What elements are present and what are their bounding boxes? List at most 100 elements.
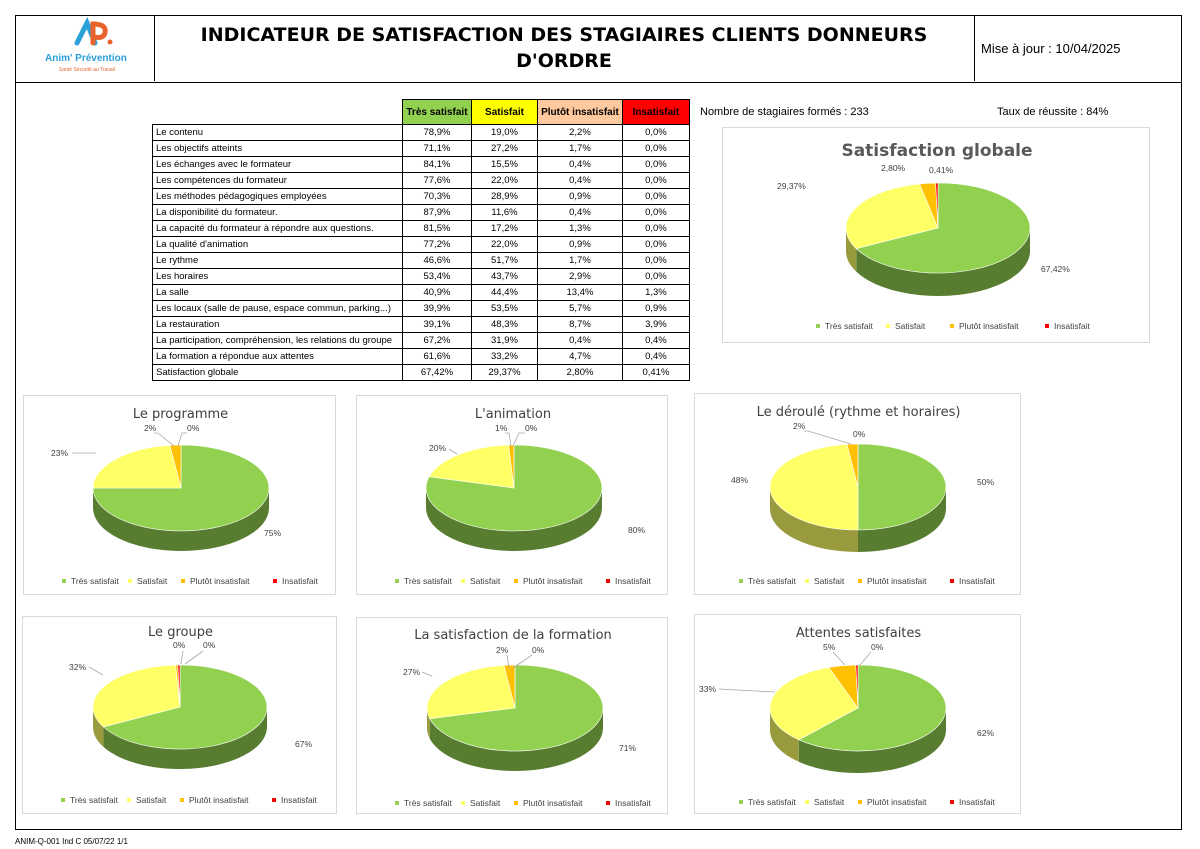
satisfaction-table: Très satisfait Satisfait Plutôt insatisfai… <box>151 99 691 381</box>
row-value: 0,0% <box>621 268 691 285</box>
data-label: 0% <box>173 640 186 650</box>
row-label: Les compétences du formateur <box>151 172 404 189</box>
data-label: 50% <box>977 477 994 487</box>
row-label: La formation a répondue aux attentes <box>151 348 404 365</box>
legend-item: Satisfait <box>895 321 926 331</box>
logo-text: Anim' Prévention <box>45 53 127 64</box>
pie-svg: Le programme 75% 23% 2% 0% Très satisfait Sati… <box>51 407 319 586</box>
legend-swatch <box>273 579 277 583</box>
data-label: 2% <box>144 423 157 433</box>
legend-swatch <box>950 800 954 804</box>
row-label: La disponibilité du formateur. <box>151 204 404 221</box>
footer-ref: ANIM-Q-001 Ind C 05/07/22 1/1 <box>15 837 128 846</box>
pie-slice-side <box>427 708 430 739</box>
table-header: Très satisfait <box>402 99 472 125</box>
pie-slice-side <box>103 707 267 769</box>
table-row: Le contenu 78,9% 19,0% 2,2% 0,0% <box>151 124 691 141</box>
legend-swatch <box>128 579 132 583</box>
row-value: 19,0% <box>470 124 539 141</box>
update-date: Mise à jour : 10/04/2025 <box>981 40 1121 56</box>
table-row: Les locaux (salle de pause, espace commu… <box>151 300 691 317</box>
table-header: Satisfait <box>470 99 539 125</box>
legend-swatch <box>858 800 862 804</box>
leader-line <box>512 432 525 447</box>
leader-line <box>859 651 872 666</box>
row-value: 71,1% <box>402 140 472 157</box>
pie-slice <box>169 444 182 489</box>
pie-slice-side <box>798 708 946 773</box>
row-value: 1,3% <box>621 284 691 301</box>
legend-item: Insatisfait <box>615 576 652 586</box>
row-value: 70,3% <box>402 188 472 205</box>
row-value: 33,2% <box>470 348 539 365</box>
pie-slice <box>845 183 939 249</box>
legend-item: Très satisfait <box>404 798 453 808</box>
pie-slice <box>846 443 859 488</box>
leader-line <box>421 671 433 677</box>
table-row: Les compétences du formateur 77,6% 22,0% 0,… <box>151 172 691 189</box>
legend-swatch <box>950 324 954 328</box>
row-value: 0,0% <box>621 220 691 237</box>
pie-svg: La satisfaction de la formation 71% 27% 2% 0… <box>395 628 652 808</box>
legend-item: Très satisfait <box>748 576 797 586</box>
data-label: 1% <box>495 423 508 433</box>
data-label: 0% <box>532 645 545 655</box>
data-label: 2% <box>496 645 509 655</box>
total-value: 29,37% <box>470 364 539 381</box>
row-value: 0,0% <box>621 140 691 157</box>
page-frame <box>15 15 1182 830</box>
pie-slice <box>429 664 604 752</box>
legend-item: Insatisfait <box>959 576 996 586</box>
row-value: 0,9% <box>621 300 691 317</box>
table-header: Insatisfait <box>621 99 691 125</box>
pie-slice <box>92 445 182 489</box>
row-label: La capacité du formateur à répondre aux … <box>151 220 404 237</box>
leader-line <box>512 654 533 669</box>
legend-item: Très satisfait <box>404 576 453 586</box>
row-value: 3,9% <box>621 316 691 333</box>
row-value: 0,4% <box>621 332 691 349</box>
chart-formation: La satisfaction de la formation 71% 27% 2% 0… <box>356 617 668 814</box>
data-label: 0% <box>203 640 216 650</box>
row-value: 0,4% <box>537 204 623 221</box>
data-label: 0% <box>525 423 538 433</box>
pie-slice <box>503 664 516 709</box>
legend-item: Plutôt insatisfait <box>867 576 927 586</box>
legend-item: Satisfait <box>470 576 501 586</box>
data-label: 29,37% <box>777 181 806 191</box>
table-row: La qualité d'animation 77,2% 22,0% 0,9% 0,0% <box>151 236 691 253</box>
total-value: 67,42% <box>402 364 472 381</box>
row-value: 67,2% <box>402 332 472 349</box>
data-label: 2,80% <box>881 163 906 173</box>
row-value: 51,7% <box>470 252 539 269</box>
data-label: 33% <box>699 684 716 694</box>
pie-slice <box>857 443 947 531</box>
row-value: 22,0% <box>470 172 539 189</box>
row-value: 2,2% <box>537 124 623 141</box>
data-label: 27% <box>403 667 420 677</box>
legend-item: Plutôt insatisfait <box>523 798 583 808</box>
table-row: La formation a répondue aux attentes 61,6… <box>151 348 691 365</box>
legend-swatch <box>514 801 518 805</box>
row-value: 77,2% <box>402 236 472 253</box>
legend-item: Satisfait <box>137 576 168 586</box>
pie-slice-side <box>770 708 799 762</box>
pie-slice <box>769 444 859 531</box>
row-value: 4,7% <box>537 348 623 365</box>
leader-line <box>184 650 204 665</box>
legend-swatch <box>180 798 184 802</box>
row-value: 81,5% <box>402 220 472 237</box>
legend-swatch <box>461 801 465 805</box>
data-label: 20% <box>429 443 446 453</box>
leader-line <box>506 654 510 669</box>
legend-item: Très satisfait <box>825 321 874 331</box>
row-value: 22,0% <box>470 236 539 253</box>
legend-item: Insatisfait <box>1054 321 1091 331</box>
data-label: 0% <box>871 642 884 652</box>
row-value: 40,9% <box>402 284 472 301</box>
legend-swatch <box>606 579 610 583</box>
row-label: La participation, compréhension, les rel… <box>151 332 404 349</box>
success-rate: Taux de réussite : 84% <box>997 106 1109 118</box>
legend-swatch <box>181 579 185 583</box>
row-value: 61,6% <box>402 348 472 365</box>
